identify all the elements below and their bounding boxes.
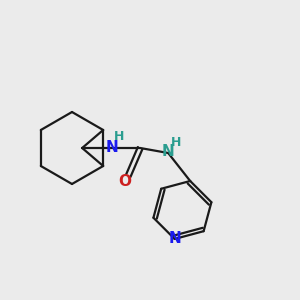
Text: H: H	[171, 136, 181, 148]
Text: H: H	[114, 130, 124, 143]
Text: O: O	[119, 175, 132, 190]
Text: N: N	[106, 140, 118, 154]
Text: N: N	[162, 145, 175, 160]
Text: N: N	[168, 232, 181, 247]
